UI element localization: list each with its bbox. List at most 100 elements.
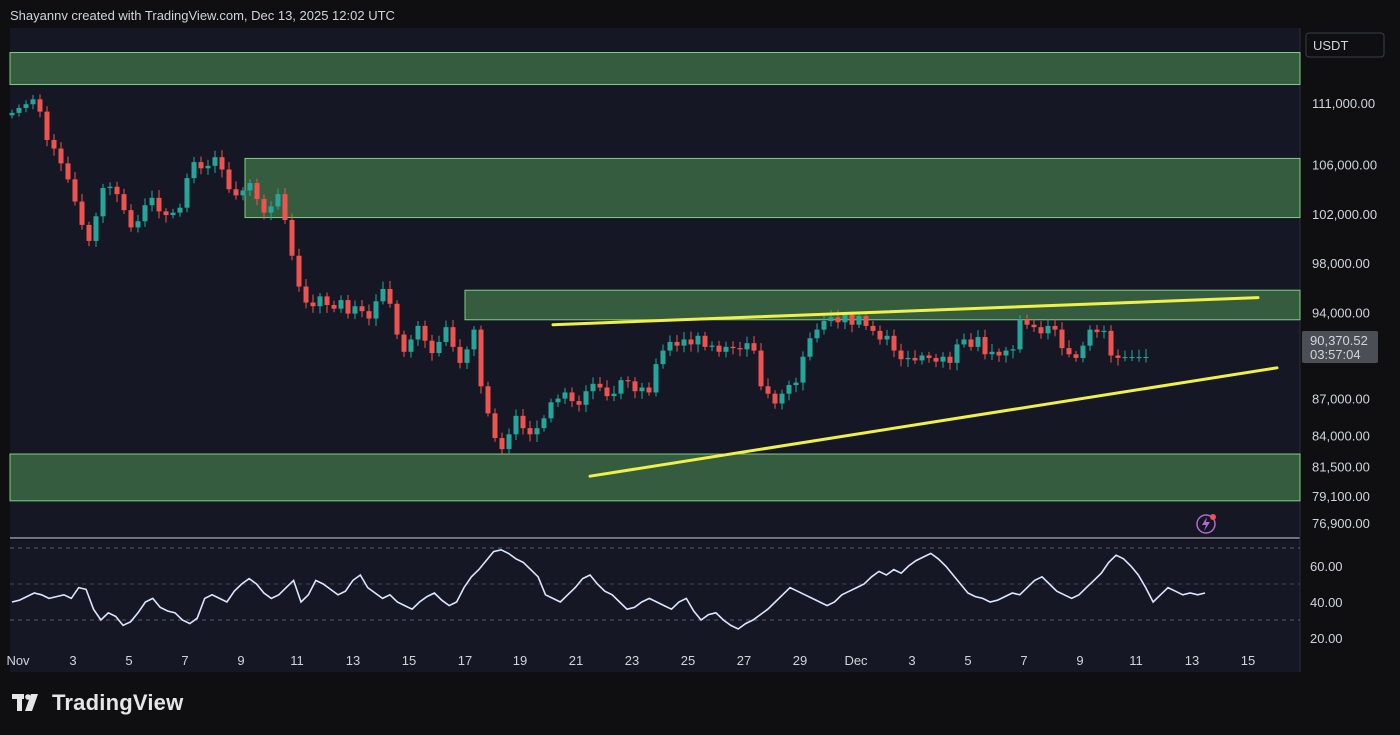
- candle-body: [562, 392, 568, 399]
- candle-body: [604, 387, 610, 397]
- candle-body: [1059, 329, 1065, 349]
- candle-body: [849, 314, 855, 325]
- candle-body: [1052, 325, 1058, 330]
- candle-body: [464, 349, 470, 363]
- time-tick-label: 23: [625, 653, 639, 668]
- candle-body: [779, 393, 785, 404]
- candle-body: [933, 357, 939, 362]
- candle-body: [527, 428, 533, 435]
- price-tick-label: 106,000.00: [1312, 158, 1377, 173]
- price-tick-label: 81,500.00: [1312, 459, 1370, 474]
- price-pane[interactable]: [10, 28, 1300, 538]
- candle-body: [1115, 355, 1121, 358]
- price-tick-label: 76,900.00: [1312, 516, 1370, 531]
- candle-body: [919, 355, 925, 361]
- candle-body: [772, 393, 778, 404]
- candle-body: [1080, 345, 1086, 358]
- candle-body: [1073, 354, 1079, 358]
- zone-2: [464, 289, 1301, 321]
- time-tick-label: 11: [290, 653, 304, 668]
- time-tick-label: 7: [181, 653, 188, 668]
- candle-body: [86, 224, 92, 241]
- time-axis-pane[interactable]: [10, 648, 1300, 672]
- time-tick-label: 15: [402, 653, 416, 668]
- candle-body: [170, 212, 176, 216]
- candle-body: [1038, 327, 1044, 334]
- candle-body: [128, 210, 134, 228]
- candle-body: [576, 401, 582, 405]
- time-tick-label: 9: [237, 653, 244, 668]
- candle-body: [450, 327, 456, 347]
- candle-body: [471, 329, 477, 350]
- candle-body: [681, 339, 687, 346]
- candle-body: [597, 383, 603, 388]
- current-price-box: [1302, 331, 1378, 363]
- trendlines: [551, 296, 1279, 478]
- candle-body: [856, 316, 862, 325]
- candle-body: [443, 327, 449, 342]
- candle-body: [667, 341, 673, 351]
- time-tick-label: 13: [346, 653, 360, 668]
- trendline-1: [588, 366, 1279, 478]
- time-tick-label: 7: [1020, 653, 1027, 668]
- price-tick-label: 84,000.00: [1312, 429, 1370, 444]
- currency-button[interactable]: USDT: [1305, 32, 1385, 58]
- candle-body: [16, 107, 22, 113]
- candle-body: [807, 338, 813, 357]
- candle-body: [884, 335, 890, 340]
- price-tick-label: 102,000.00: [1312, 207, 1377, 222]
- candle-body: [107, 186, 113, 188]
- candle-body: [499, 438, 505, 450]
- candle-body: [93, 216, 99, 241]
- candle-body: [114, 186, 120, 195]
- candle-body: [1094, 329, 1100, 333]
- candle-body: [800, 356, 806, 383]
- candle-body: [317, 296, 323, 307]
- time-axis[interactable]: Nov 3 5 7 9 11 13 15 17 19 21 23 25 27 29 Dec 3 5 7 9 11 13 15: [6, 653, 1255, 668]
- candle-body: [219, 157, 225, 170]
- price-tick-label: 98,000.00: [1312, 256, 1370, 271]
- candle-body: [793, 382, 799, 386]
- zone-1: [244, 157, 1301, 219]
- candle-body: [625, 380, 631, 382]
- candle-body: [345, 300, 351, 314]
- candle-body: [541, 418, 547, 429]
- candle-body: [744, 343, 750, 350]
- candle-body: [1017, 319, 1023, 350]
- candle-body: [485, 386, 491, 414]
- currency-box[interactable]: [1305, 32, 1385, 58]
- candle-body: [632, 381, 638, 392]
- support-resistance-zones: [9, 52, 1301, 502]
- candle-body: [1087, 329, 1093, 346]
- candle-body: [548, 402, 554, 419]
- time-tick-label: 3: [69, 653, 76, 668]
- rsi-pane[interactable]: [10, 540, 1300, 648]
- current-price-value: 90,370.52: [1310, 333, 1368, 348]
- price-axis[interactable]: 111,000.00 106,000.00 102,000.00 98,000.00 9…: [1312, 96, 1377, 531]
- candle-body: [380, 288, 386, 302]
- price-tick-label: 111,000.00: [1312, 96, 1375, 111]
- tradingview-logo-icon: [12, 694, 38, 711]
- tradingview-logo[interactable]: TradingView: [12, 690, 183, 716]
- candle-body: [338, 300, 344, 309]
- time-tick-label: 13: [1185, 653, 1199, 668]
- candle-body: [492, 413, 498, 439]
- candle-body: [247, 183, 253, 191]
- candle-body: [30, 99, 36, 105]
- replay-lightning-icon[interactable]: [1196, 514, 1216, 534]
- rsi-axis[interactable]: 60.00 40.00 20.00: [1310, 559, 1343, 646]
- candle-body: [359, 306, 365, 312]
- price-tick-label: 79,100.00: [1312, 489, 1370, 504]
- time-tick-label: 9: [1076, 653, 1083, 668]
- candle-body: [828, 317, 834, 322]
- candle-body: [674, 341, 680, 346]
- candle-body: [1024, 319, 1030, 325]
- candle-body: [569, 392, 575, 402]
- candle-body: [296, 255, 302, 287]
- candle-body: [723, 346, 729, 352]
- candle-body: [870, 325, 876, 331]
- candle-body: [135, 221, 141, 228]
- candle-body: [37, 99, 43, 112]
- candle-body: [905, 357, 911, 360]
